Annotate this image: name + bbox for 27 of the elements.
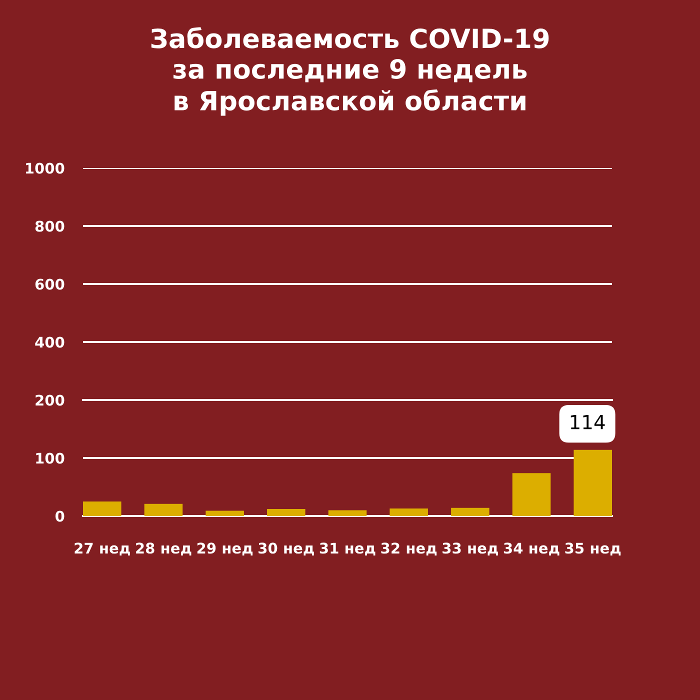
x-tick-label: 34 нед	[504, 542, 560, 556]
bar	[390, 508, 428, 516]
x-tick-label: 28 нед	[136, 542, 192, 556]
y-tick-label: 400	[35, 336, 64, 348]
x-tick-label: 27 нед	[74, 542, 130, 556]
bar	[144, 504, 183, 516]
x-tick-label: 30 нед	[258, 542, 314, 556]
y-tick-label: 200	[36, 394, 64, 406]
bar	[83, 502, 122, 516]
x-tick-label: 31 нед	[320, 542, 376, 556]
x-tick-label: 32 нед	[381, 542, 437, 556]
x-tick-label: 33 нед	[442, 542, 498, 556]
bar	[512, 473, 551, 516]
data-label: 114	[570, 414, 605, 430]
y-tick-label: 1000	[26, 162, 64, 174]
y-tick-label: 0	[55, 510, 64, 522]
y-tick-label: 600	[35, 278, 64, 290]
x-tick-label: 29 нед	[197, 542, 253, 556]
y-tick-label: 100	[36, 452, 64, 464]
bar	[574, 450, 612, 516]
x-tick-label: 35 нед	[565, 542, 621, 556]
bar	[267, 509, 306, 516]
chart-title: Заболеваемость COVID-19 за последние 9 недель в Ярославской области	[151, 27, 549, 116]
bar	[206, 510, 244, 516]
bar	[451, 508, 490, 516]
bar	[328, 510, 367, 516]
y-tick-label: 800	[35, 220, 64, 232]
